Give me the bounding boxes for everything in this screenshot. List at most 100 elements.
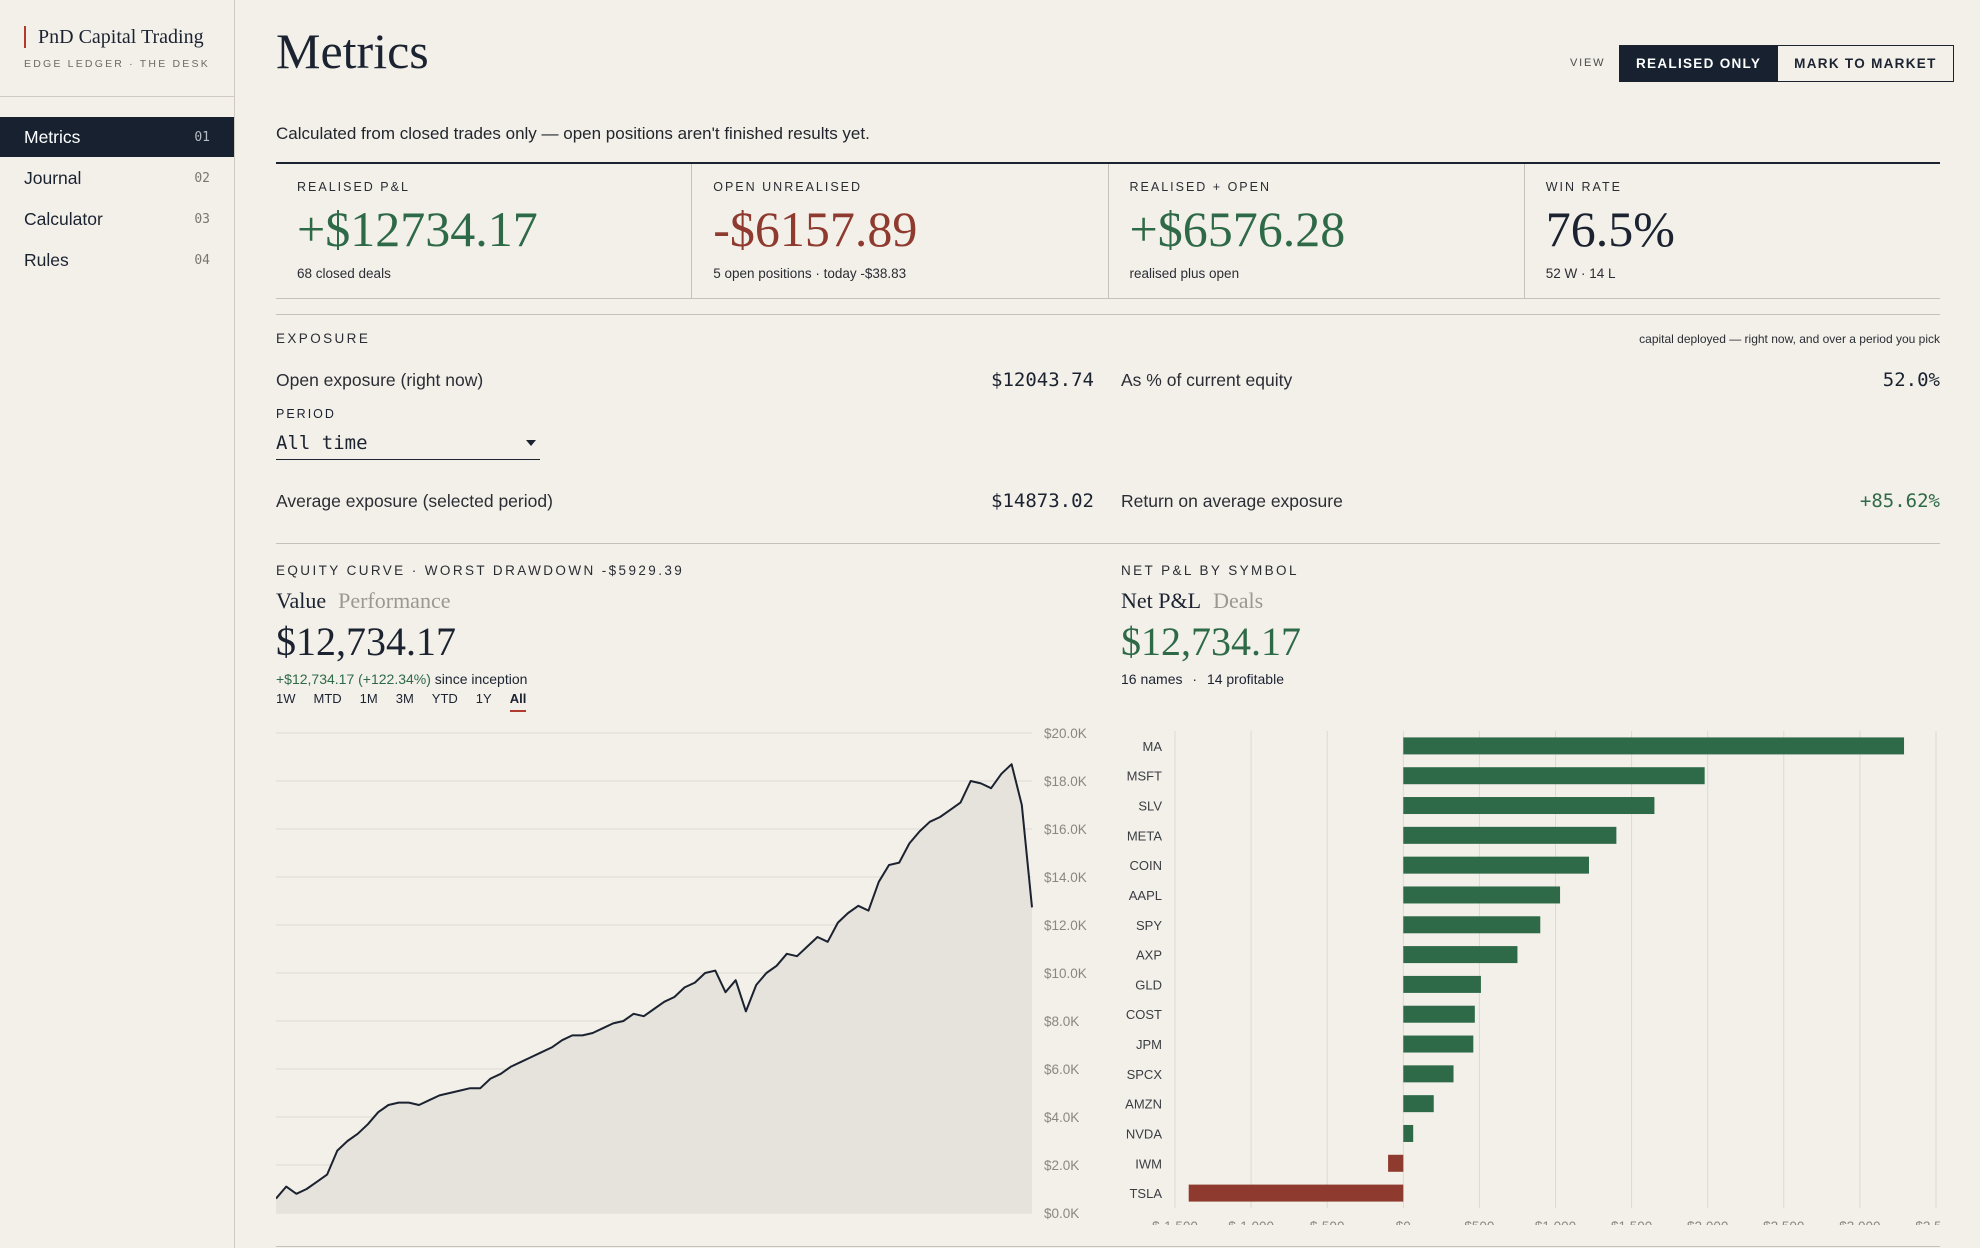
bar (1403, 856, 1589, 874)
sidebar-item-number: 01 (194, 129, 210, 145)
equity-tabs: Value Performance (276, 588, 450, 614)
bar-category-label: JPM (1136, 1037, 1162, 1052)
sidebar-item-calculator[interactable]: Calculator 03 (0, 199, 234, 239)
range-1y[interactable]: 1Y (475, 691, 492, 706)
bar-category-label: IWM (1135, 1156, 1162, 1171)
view-realised-only-button[interactable]: REALISED ONLY (1620, 46, 1778, 81)
bar-category-label: META (1127, 828, 1162, 843)
kpi-label: REALISED P&L (297, 180, 410, 194)
exposure-note: capital deployed — right now, and over a… (1639, 332, 1940, 346)
sidebar-item-number: 03 (194, 211, 210, 227)
sidebar-item-rules[interactable]: Rules 04 (0, 240, 234, 280)
sidebar-item-number: 02 (194, 170, 210, 186)
x-tick-label: $-500 (1310, 1219, 1345, 1225)
equity-change: +$12,734.17 (+122.34%) since inception (276, 671, 527, 687)
kpi-foot: 68 closed deals (297, 266, 391, 281)
bar-category-label: COIN (1130, 858, 1163, 873)
range-mtd[interactable]: MTD (313, 691, 342, 706)
exposure-bottom-divider (276, 543, 1940, 544)
bar (1403, 916, 1541, 934)
bar-category-label: AAPL (1129, 888, 1162, 903)
bar (1403, 1035, 1474, 1053)
bottom-divider (276, 1246, 1940, 1247)
y-tick-label: $20.0K (1044, 726, 1087, 741)
symbols-foot-separator: · (1192, 671, 1198, 687)
exposure-heading: EXPOSURE (276, 331, 371, 346)
symbols-names-count: 16 names (1121, 671, 1183, 687)
y-tick-label: $8.0K (1044, 1014, 1079, 1029)
range-1w[interactable]: 1W (276, 691, 296, 706)
bar-category-label: SPCX (1127, 1067, 1163, 1082)
kpi-value: +$6576.28 (1129, 201, 1346, 257)
bar (1403, 797, 1655, 815)
equity-line (276, 763, 1033, 1200)
open-exposure-value: $12043.74 (991, 369, 1094, 391)
brand-title: PnD Capital Trading (24, 26, 210, 48)
y-tick-label: $6.0K (1044, 1062, 1079, 1077)
return-exposure-label: Return on average exposure (1121, 491, 1343, 511)
range-ytd[interactable]: YTD (431, 691, 458, 706)
period-label: PERIOD (276, 407, 336, 421)
bar (1188, 1184, 1404, 1202)
period-select[interactable]: All time (276, 426, 540, 460)
avg-exposure-label: Average exposure (selected period) (276, 491, 553, 511)
y-tick-label: $12.0K (1044, 918, 1087, 933)
tab-value[interactable]: Value (276, 588, 327, 613)
x-tick-label: $500 (1464, 1219, 1494, 1225)
pct-equity-value: 52.0% (1882, 369, 1940, 391)
tab-performance[interactable]: Performance (338, 588, 451, 613)
sidebar-item-label: Rules (24, 249, 69, 270)
bar (1403, 826, 1617, 844)
pct-equity-label: As % of current equity (1121, 370, 1293, 390)
sidebar-item-label: Journal (24, 167, 82, 188)
kpi-foot: 52 W · 14 L (1545, 266, 1616, 281)
return-exposure-value: +85.62% (1859, 490, 1940, 512)
range-3m[interactable]: 3M (395, 691, 414, 706)
kpi-foot: realised plus open (1129, 266, 1240, 281)
sidebar-item-metrics[interactable]: Metrics 01 (0, 117, 234, 157)
kpi-foot: 5 open positions · today -$38.83 (713, 266, 907, 281)
y-tick-label: $0.0K (1044, 1206, 1079, 1221)
y-tick-label: $10.0K (1044, 966, 1087, 981)
x-tick-label: $0 (1396, 1219, 1411, 1225)
bar (1403, 946, 1518, 964)
y-tick-label: $18.0K (1044, 774, 1087, 789)
x-tick-label: $-1,000 (1228, 1219, 1274, 1225)
range-all[interactable]: All (509, 691, 527, 712)
sidebar-item-label: Calculator (24, 208, 103, 229)
page-subtitle: Calculated from closed trades only — ope… (276, 124, 870, 143)
bar-category-label: AXP (1136, 948, 1162, 963)
tab-deals[interactable]: Deals (1213, 588, 1264, 613)
y-tick-label: $2.0K (1044, 1158, 1079, 1173)
kpi-label: WIN RATE (1545, 180, 1622, 194)
y-tick-label: $4.0K (1044, 1110, 1079, 1125)
symbols-profitable-count: 14 profitable (1206, 671, 1284, 687)
kpi-label: REALISED + OPEN (1129, 180, 1271, 194)
sidebar-divider (0, 96, 234, 97)
avg-exposure-value: $14873.02 (991, 490, 1094, 512)
net-pnl-by-symbol-chart: $-1,500 $-1,000 $-500 $0 $500 $1,000 $1,500 $2,… (1125, 731, 1940, 1225)
sidebar-item-journal[interactable]: Journal 02 (0, 158, 234, 198)
range-1m[interactable]: 1M (359, 691, 378, 706)
kpi-realised-plus-open: REALISED + OPEN +$6576.28 realised plus … (1109, 164, 1525, 298)
bar-category-label: MA (1143, 739, 1163, 754)
tab-net-pnl[interactable]: Net P&L (1121, 588, 1202, 613)
page-title: Metrics (276, 23, 429, 79)
kpi-open-unrealised: OPEN UNREALISED -$6157.89 5 open positio… (692, 164, 1109, 298)
bar (1403, 886, 1561, 904)
bar-category-label: SLV (1138, 799, 1162, 814)
caret-down-icon (526, 439, 536, 446)
exposure-divider (276, 314, 1940, 315)
x-tick-label: $1,500 (1611, 1219, 1652, 1225)
bar (1403, 1124, 1414, 1142)
bar (1403, 1065, 1454, 1083)
equity-change-amount: +$12,734.17 (+122.34%) (276, 671, 431, 687)
y-tick-label: $16.0K (1044, 822, 1087, 837)
x-tick-label: $2,500 (1763, 1219, 1804, 1225)
kpi-label: OPEN UNREALISED (713, 180, 863, 194)
bar (1403, 737, 1905, 755)
kpi-win-rate: WIN RATE 76.5% 52 W · 14 L (1525, 164, 1940, 298)
equity-value: $12,734.17 (276, 619, 456, 664)
view-mark-to-market-button[interactable]: MARK TO MARKET (1777, 46, 1953, 81)
bar (1403, 1095, 1434, 1113)
